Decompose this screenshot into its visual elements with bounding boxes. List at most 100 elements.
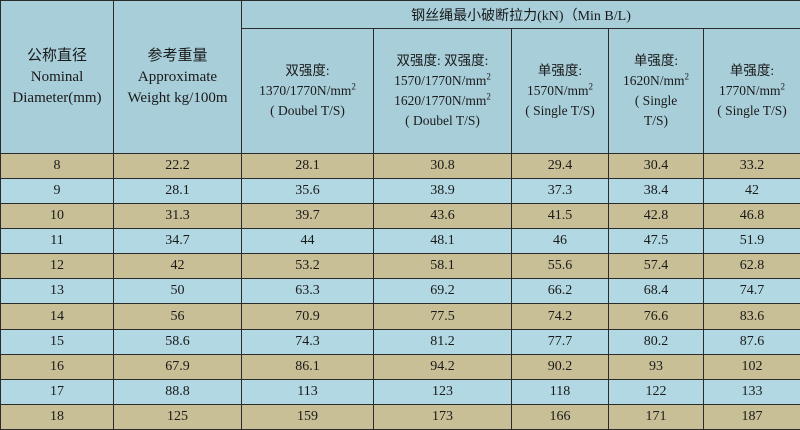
diameter-cell: 11 (0, 228, 114, 255)
breaking-load-cell: 57.4 (608, 253, 704, 280)
table-body: 8 22.2 28.1 30.8 29.4 30.4 33.2 9 28.1 35.6 38.9 37… (0, 152, 800, 430)
breaking-load-cell: 63.3 (241, 278, 374, 305)
header-col-grade: 1570N/mm2 (526, 81, 593, 98)
table-row: 10 31.3 39.7 43.6 41.5 42.8 46.8 (0, 203, 800, 230)
breaking-load-cell: 76.6 (608, 303, 704, 330)
header-col-zh: 双强度: 双强度: (396, 53, 489, 68)
header-col-grade: 1620N/mm2 (622, 71, 689, 88)
breaking-load-cell: 43.6 (373, 203, 512, 230)
weight-cell: 28.1 (113, 178, 242, 205)
header-col-type: ( Doubel T/S) (405, 113, 480, 128)
header-col-grade: 1370/1770N/mm2 (259, 81, 356, 98)
table-row: 8 22.2 28.1 30.8 29.4 30.4 33.2 (0, 152, 800, 180)
header-nominal-en1: Nominal (30, 68, 84, 85)
weight-cell: 34.7 (113, 228, 242, 255)
breaking-load-cell: 77.7 (511, 328, 609, 355)
header-col-type: ( Single T/S) (525, 103, 595, 118)
diameter-cell: 15 (0, 328, 114, 355)
breaking-load-cell: 68.4 (608, 278, 704, 305)
breaking-load-cell: 44 (241, 228, 374, 255)
breaking-load-cell: 28.1 (241, 152, 374, 180)
header-col-1770: 单强度: 1770N/mm2 ( Single T/S) (702, 28, 800, 154)
breaking-load-cell: 46.8 (702, 203, 800, 230)
breaking-load-cell: 77.5 (373, 303, 512, 330)
header-col-zh: 单强度: (633, 53, 679, 68)
breaking-load-cell: 83.6 (702, 303, 800, 330)
breaking-load-cell: 74.2 (511, 303, 609, 330)
breaking-load-cell: 38.4 (608, 178, 704, 205)
breaking-load-cell: 62.8 (702, 253, 800, 280)
header-col-1620: 单强度: 1620N/mm2 ( Single T/S) (608, 28, 704, 154)
weight-cell: 67.9 (113, 353, 242, 380)
header-weight-zh: 参考重量 (147, 47, 208, 64)
breaking-load-cell: 74.7 (702, 278, 800, 305)
breaking-load-cell: 39.7 (241, 203, 374, 230)
header-col-1570-1620-1770: 双强度: 双强度: 1570/1770N/mm2 1620/1770N/mm2 … (373, 28, 512, 154)
breaking-load-cell: 37.3 (511, 178, 609, 205)
breaking-load-cell: 51.9 (702, 228, 800, 255)
diameter-cell: 10 (0, 203, 114, 230)
header-col-1570: 单强度: 1570N/mm2 ( Single T/S) (511, 28, 609, 154)
breaking-load-cell: 58.1 (373, 253, 512, 280)
table-row: 16 67.9 86.1 94.2 90.2 93 102 (0, 353, 800, 380)
table-header: 公称直径 Nominal Diameter(mm) 参考重量 Approxima… (0, 0, 800, 154)
breaking-load-cell: 81.2 (373, 328, 512, 355)
breaking-load-cell: 70.9 (241, 303, 374, 330)
diameter-cell: 14 (0, 303, 114, 330)
breaking-load-cell: 48.1 (373, 228, 512, 255)
breaking-load-cell: 166 (511, 403, 609, 430)
weight-cell: 42 (113, 253, 242, 280)
breaking-load-cell: 159 (241, 403, 374, 430)
breaking-load-cell: 38.9 (373, 178, 512, 205)
header-nominal-diameter: 公称直径 Nominal Diameter(mm) (0, 0, 114, 154)
breaking-load-cell: 66.2 (511, 278, 609, 305)
header-col-1370-1770: 双强度: 1370/1770N/mm2 ( Doubel T/S) (241, 28, 374, 154)
header-col-type-2: T/S) (643, 113, 668, 128)
breaking-load-cell: 187 (702, 403, 800, 430)
breaking-load-cell: 69.2 (373, 278, 512, 305)
breaking-load-cell: 80.2 (608, 328, 704, 355)
weight-cell: 125 (113, 403, 242, 430)
weight-cell: 56 (113, 303, 242, 330)
diameter-cell: 9 (0, 178, 114, 205)
diameter-cell: 12 (0, 253, 114, 280)
header-col-grade: 1570/1770N/mm2 (394, 71, 491, 88)
table-row: 11 34.7 44 48.1 46 47.5 51.9 (0, 228, 800, 255)
header-col-grade-2: 1620/1770N/mm2 (394, 91, 491, 108)
breaking-load-cell: 93 (608, 353, 704, 380)
breaking-load-cell: 122 (608, 378, 704, 405)
header-col-type: ( Single T/S) (717, 103, 787, 118)
breaking-load-cell: 30.8 (373, 152, 512, 180)
breaking-load-cell: 94.2 (373, 353, 512, 380)
breaking-load-cell: 173 (373, 403, 512, 430)
header-col-zh: 双强度: (285, 63, 330, 78)
diameter-cell: 18 (0, 403, 114, 430)
header-min-breaking-load: 钢丝绳最小破断拉力(kN)（Min B/L) (240, 0, 800, 29)
header-col-type-1: ( Single (634, 93, 678, 108)
breaking-load-cell: 42.8 (608, 203, 704, 230)
diameter-cell: 16 (0, 353, 114, 380)
weight-cell: 31.3 (113, 203, 242, 230)
breaking-load-cell: 30.4 (608, 152, 704, 180)
table-row: 17 88.8 113 123 118 122 133 (0, 378, 800, 405)
breaking-load-cell: 53.2 (241, 253, 374, 280)
breaking-load-cell: 42 (702, 178, 800, 205)
weight-cell: 88.8 (113, 378, 242, 405)
header-col-type: ( Doubel T/S) (270, 103, 345, 118)
breaking-load-cell: 55.6 (511, 253, 609, 280)
diameter-cell: 8 (0, 152, 114, 180)
header-col-zh: 单强度: (729, 63, 775, 78)
breaking-load-cell: 102 (702, 353, 800, 380)
breaking-load-cell: 74.3 (241, 328, 374, 355)
header-col-grade: 1770N/mm2 (719, 81, 786, 98)
breaking-load-cell: 29.4 (511, 152, 609, 180)
breaking-load-cell: 87.6 (702, 328, 800, 355)
header-col-zh: 单强度: (537, 63, 583, 78)
breaking-load-cell: 171 (608, 403, 704, 430)
table-row: 12 42 53.2 58.1 55.6 57.4 62.8 (0, 253, 800, 280)
table-row: 18 125 159 173 166 171 187 (0, 403, 800, 430)
breaking-load-cell: 47.5 (608, 228, 704, 255)
table-row: 13 50 63.3 69.2 66.2 68.4 74.7 (0, 278, 800, 305)
weight-cell: 58.6 (113, 328, 242, 355)
